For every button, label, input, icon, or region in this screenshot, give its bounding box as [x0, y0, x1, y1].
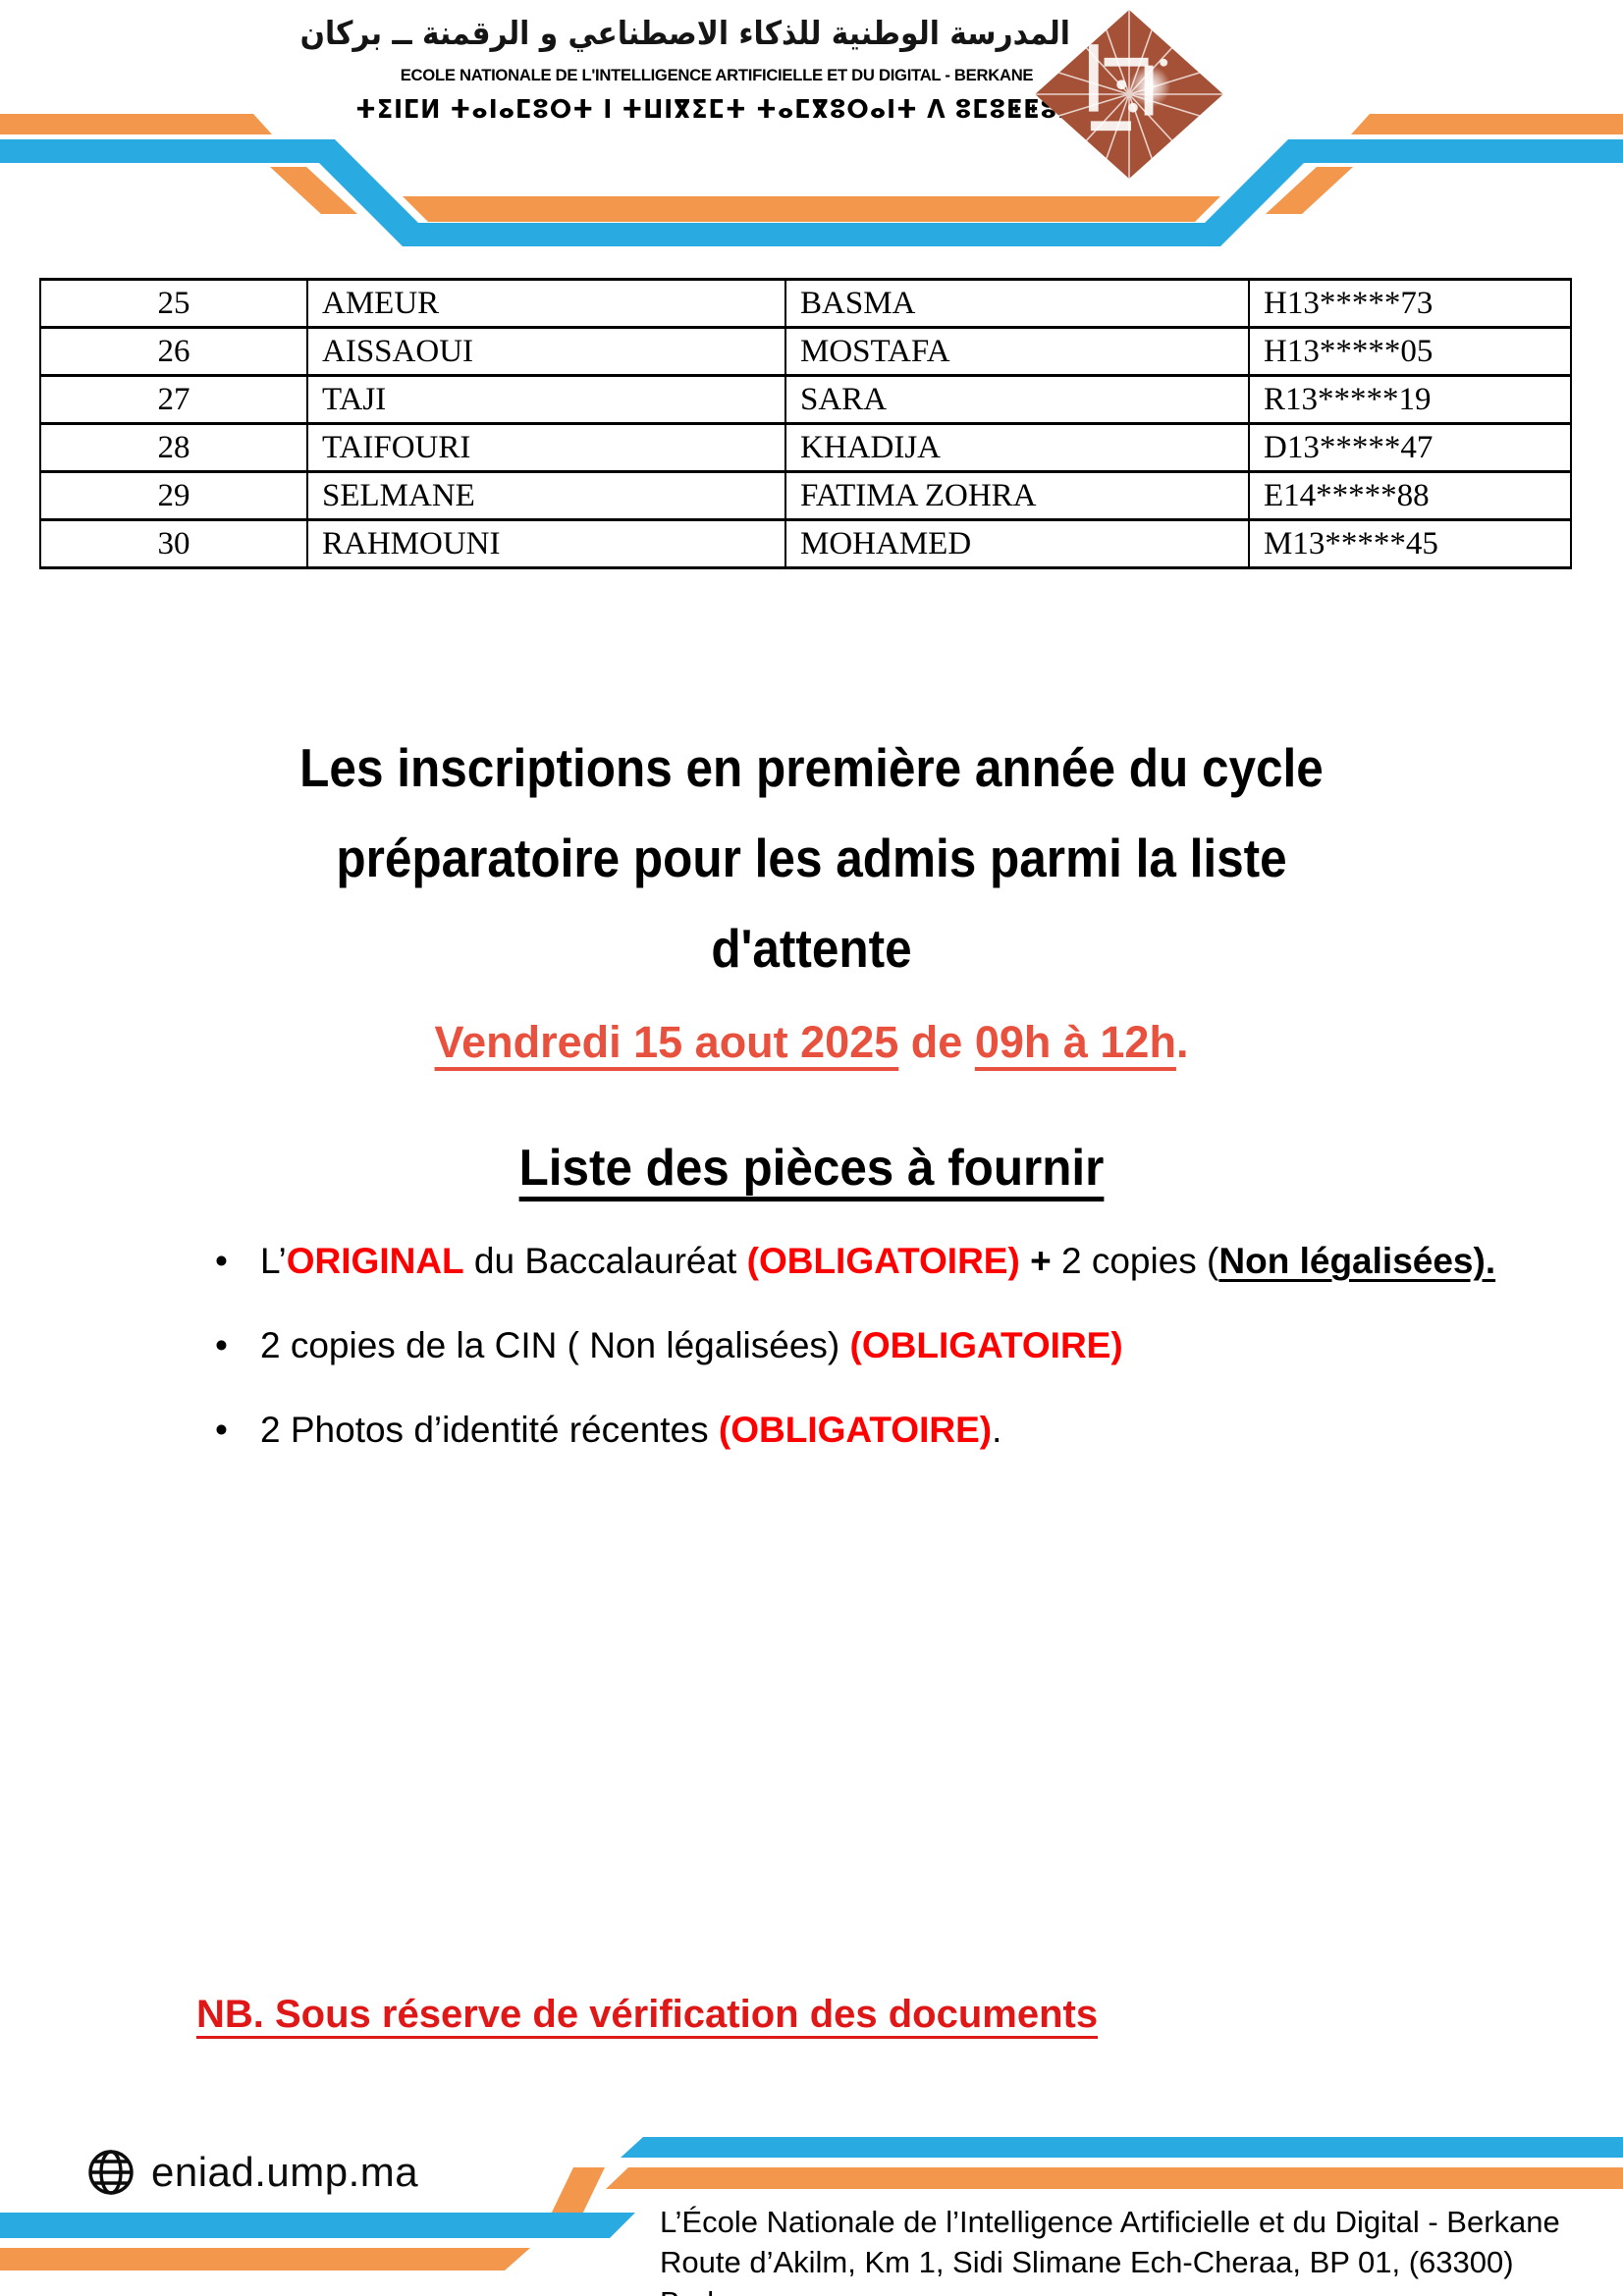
emphasis-red: (OBLIGATOIRE)	[718, 1410, 993, 1450]
school-name-french: ECOLE NATIONALE DE L'INTELLIGENCE ARTIFI…	[400, 66, 1034, 84]
address-line: Route d’Akilm, Km 1, Sidi Slimane Ech-Ch…	[660, 2245, 1514, 2296]
table-row: 30 RAHMOUNI MOHAMED M13*****45	[39, 518, 1572, 569]
list-item: L’ORIGINAL du Baccalauréat (OBLIGATOIRE)…	[209, 1239, 1505, 1284]
title-line: d'attente	[711, 918, 912, 979]
rank-cell: 30	[39, 518, 308, 569]
rank-cell: 26	[39, 326, 308, 377]
firstname-cell: MOSTAFA	[784, 326, 1250, 377]
required-documents-list: L’ORIGINAL du Baccalauréat (OBLIGATOIRE)…	[209, 1239, 1505, 1492]
list-item: 2 Photos d’identité récentes (OBLIGATOIR…	[209, 1408, 1505, 1453]
date-connector: de	[898, 1017, 975, 1067]
school-name-tifinagh: ⵜⵉⵏⵎⵍ ⵜⴰⵏⴰⵎⵓⵔⵜ ⵏ ⵜⵡⵏⴳⵉⵎⵜ ⵜⴰⵎⴳⵓⵔⴰⵏⵜ ⴷ ⵓⵎⵓ…	[355, 95, 1198, 125]
rank-cell: 28	[39, 422, 308, 473]
cin-cell: E14*****88	[1248, 470, 1572, 521]
cin-cell: H13*****73	[1248, 278, 1572, 329]
emphasis-red: ORIGINAL	[286, 1241, 464, 1281]
emphasis-red: (OBLIGATOIRE)	[849, 1325, 1123, 1365]
registration-date: Vendredi 15 aout 2025 de 09h à 12h.	[0, 1017, 1623, 1068]
date-period: .	[1175, 1017, 1189, 1067]
lastname-cell: TAJI	[306, 374, 786, 425]
emphasis-underline: Non légalisées).	[1218, 1241, 1496, 1281]
nb-note: NB. Sous réserve de vérification des doc…	[196, 1993, 1099, 2036]
cin-cell: R13*****19	[1248, 374, 1572, 425]
firstname-cell: SARA	[784, 374, 1250, 425]
date-text: Vendredi 15 aout 2025	[434, 1017, 899, 1067]
lastname-cell: TAIFOURI	[306, 422, 786, 473]
title-line: préparatoire pour les admis parmi la lis…	[336, 828, 1287, 888]
table-row: 26 AISSAOUI MOSTAFA H13*****05	[39, 326, 1572, 377]
address-line: L’École Nationale de l’Intelligence Arti…	[660, 2205, 1560, 2239]
rank-cell: 25	[39, 278, 308, 329]
school-address: L’École Nationale de l’Intelligence Arti…	[660, 2202, 1602, 2296]
lastname-cell: AISSAOUI	[306, 326, 786, 377]
lastname-cell: RAHMOUNI	[306, 518, 786, 569]
school-logo-icon	[1035, 9, 1223, 180]
firstname-cell: MOHAMED	[784, 518, 1250, 569]
docs-heading: Liste des pièces à fournir	[518, 1140, 1105, 1197]
announcement-title: Les inscriptions en première année du cy…	[81, 722, 1542, 993]
globe-icon	[88, 2150, 134, 2195]
website-row: eniad.ump.ma	[86, 2148, 418, 2197]
top-banner-stripes	[0, 114, 1623, 246]
lastname-cell: AMEUR	[306, 278, 786, 329]
title-line: Les inscriptions en première année du cy…	[299, 737, 1324, 798]
cin-cell: M13*****45	[1248, 518, 1572, 569]
rank-cell: 29	[39, 470, 308, 521]
rank-cell: 27	[39, 374, 308, 425]
cin-cell: H13*****05	[1248, 326, 1572, 377]
waitlist-table: 25 AMEUR BASMA H13*****73 26 AISSAOUI MO…	[39, 278, 1572, 569]
table-row: 29 SELMANE FATIMA ZOHRA E14*****88	[39, 470, 1572, 521]
firstname-cell: FATIMA ZOHRA	[784, 470, 1250, 521]
table-row: 28 TAIFOURI KHADIJA D13*****47	[39, 422, 1572, 473]
table-row: 25 AMEUR BASMA H13*****73	[39, 278, 1572, 329]
cin-cell: D13*****47	[1248, 422, 1572, 473]
website-link[interactable]: eniad.ump.ma	[151, 2149, 419, 2195]
firstname-cell: KHADIJA	[784, 422, 1250, 473]
firstname-cell: BASMA	[784, 278, 1250, 329]
list-item: 2 copies de la CIN ( Non légalisées) (OB…	[209, 1323, 1505, 1368]
header: المدرسة الوطنية للذكاء الاصطناعي و الرقم…	[299, 14, 1198, 125]
bottom-banner-stripes	[0, 2137, 1623, 2270]
emphasis-red: (OBLIGATOIRE)	[746, 1241, 1020, 1281]
school-name-arabic: المدرسة الوطنية للذكاء الاصطناعي و الرقم…	[299, 14, 1070, 52]
table-row: 27 TAJI SARA R13*****19	[39, 374, 1572, 425]
time-range: 09h à 12h	[974, 1017, 1176, 1067]
lastname-cell: SELMANE	[306, 470, 786, 521]
